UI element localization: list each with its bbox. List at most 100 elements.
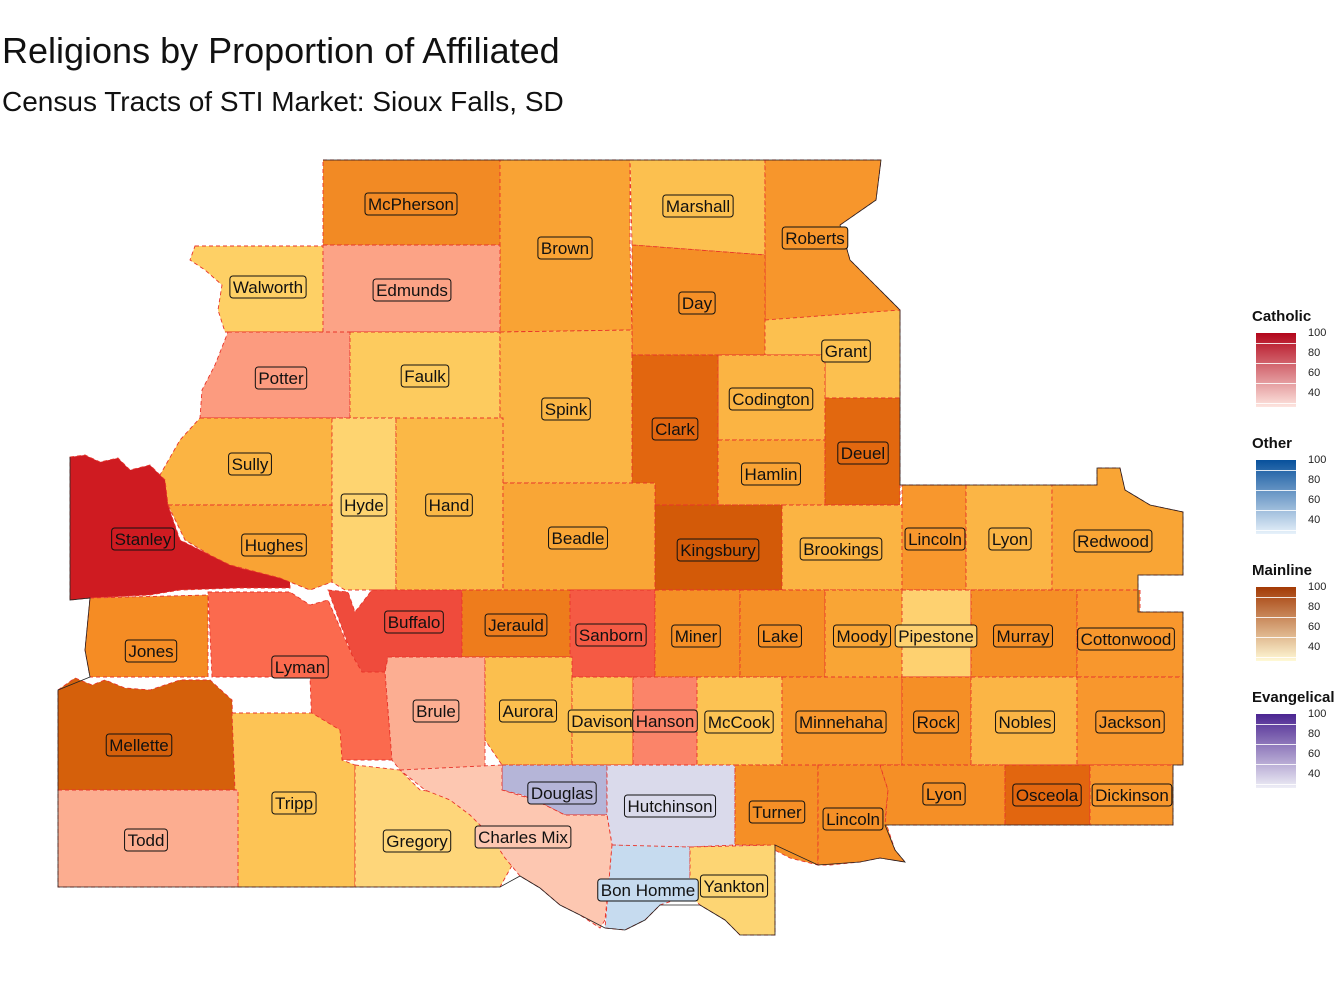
county-label-text: Jackson xyxy=(1099,713,1161,732)
county-label: Faulk xyxy=(400,364,450,388)
legend-evangelical: Evangelical 100 80 60 40 xyxy=(1252,689,1344,792)
legend-mainline: Mainline 100 80 60 40 xyxy=(1252,562,1344,665)
county-label: Sully xyxy=(228,452,272,476)
label-box xyxy=(412,699,460,723)
label-box xyxy=(651,417,699,441)
legend-tick: 60 xyxy=(1308,494,1321,506)
county-label: Hyde xyxy=(340,493,388,517)
legend-title: Other xyxy=(1252,435,1293,452)
legend-tick: 100 xyxy=(1308,708,1327,720)
label-box xyxy=(832,624,892,648)
label-box xyxy=(837,441,889,465)
county-label-text: Mellette xyxy=(109,736,169,755)
label-box xyxy=(822,807,884,831)
label-box xyxy=(548,526,608,550)
legend-tick: 80 xyxy=(1308,474,1321,486)
county-label: Clark xyxy=(651,417,699,441)
county-label: Hanson xyxy=(632,709,698,733)
label-box xyxy=(795,710,887,734)
county-label-text: Brookings xyxy=(803,540,879,559)
county-label-text: Aurora xyxy=(502,702,554,721)
label-box xyxy=(527,781,597,805)
legend-other: Other 100 80 60 40 xyxy=(1252,435,1344,538)
county-label-text: Nobles xyxy=(999,713,1052,732)
county-label: Cottonwood xyxy=(1077,627,1175,651)
county-label-text: Cottonwood xyxy=(1081,630,1172,649)
county-label: Douglas xyxy=(527,781,597,805)
county-label-text: Dickinson xyxy=(1095,786,1169,805)
label-box xyxy=(699,874,769,898)
legend-tick: 40 xyxy=(1308,514,1321,526)
label-box xyxy=(254,366,308,390)
county-label-text: Hanson xyxy=(636,712,695,731)
county-label-text: Murray xyxy=(997,627,1050,646)
county-label: Walworth xyxy=(229,275,307,299)
label-box xyxy=(894,624,978,648)
label-box xyxy=(228,452,272,476)
county-label-text: McCook xyxy=(708,713,771,732)
county-label: Nobles xyxy=(995,710,1055,734)
label-box xyxy=(678,291,716,315)
county-label: Mellette xyxy=(105,733,173,757)
county-label: Moody xyxy=(832,624,892,648)
county-label: Lincoln xyxy=(822,807,884,831)
legend-colorbar xyxy=(1256,587,1296,661)
label-box xyxy=(241,533,307,557)
county-label: Hand xyxy=(425,493,473,517)
county-label-text: Marshall xyxy=(666,197,730,216)
county-label: Dickinson xyxy=(1091,783,1173,807)
label-box xyxy=(758,624,802,648)
legend-tick: 100 xyxy=(1308,454,1327,466)
county-label: Davison xyxy=(567,709,637,733)
county-label: Minnehaha xyxy=(795,710,887,734)
county-label-text: Stanley xyxy=(115,530,172,549)
label-box xyxy=(597,878,699,902)
chart-subtitle: Census Tracts of STI Market: Sioux Falls… xyxy=(2,86,564,117)
county-label: Rock xyxy=(913,710,959,734)
county-label-text: Edmunds xyxy=(376,281,448,300)
county-label: Hughes xyxy=(241,533,307,557)
county-label: Turner xyxy=(748,800,806,824)
county-label: Kingsbury xyxy=(676,538,760,562)
county-shapes xyxy=(57,159,1184,936)
county-label: Spink xyxy=(541,397,591,421)
county-label-text: Lyman xyxy=(275,658,325,677)
county-label-text: Day xyxy=(682,294,713,313)
county-label-text: Todd xyxy=(128,831,165,850)
label-box xyxy=(372,278,452,302)
county-label-text: Codington xyxy=(732,390,810,409)
county-label-text: Lincoln xyxy=(826,810,880,829)
label-box xyxy=(340,493,388,517)
label-box xyxy=(229,275,307,299)
county-label: Jackson xyxy=(1095,710,1165,734)
label-box xyxy=(105,733,173,757)
county-label-text: Buffalo xyxy=(388,613,441,632)
label-box xyxy=(913,710,959,734)
label-box xyxy=(671,624,721,648)
label-box xyxy=(995,710,1055,734)
legend-tick: 80 xyxy=(1308,347,1321,359)
county-label-text: Redwood xyxy=(1077,532,1149,551)
legend-title: Mainline xyxy=(1252,562,1313,579)
county-label-text: Jerauld xyxy=(488,616,544,635)
county-label: Osceola xyxy=(1012,783,1082,807)
county-label-text: Tripp xyxy=(275,794,313,813)
county-label-text: Miner xyxy=(675,627,718,646)
county-label: Roberts xyxy=(781,226,849,250)
county-label-text: Roberts xyxy=(785,229,845,248)
county-label: Pipestone xyxy=(894,624,978,648)
county-label: Aurora xyxy=(498,699,558,723)
county-label-text: Sanborn xyxy=(579,626,643,645)
county-label-text: Hutchinson xyxy=(627,797,712,816)
label-box xyxy=(271,791,317,815)
label-box xyxy=(124,639,178,663)
county-label-text: Walworth xyxy=(233,278,303,297)
legend-tick: 60 xyxy=(1308,748,1321,760)
county-label: Gregory xyxy=(382,829,452,853)
label-box xyxy=(271,655,329,679)
county-label-text: Charles Mix xyxy=(478,828,568,847)
legend-title: Catholic xyxy=(1252,308,1312,325)
county-label: Deuel xyxy=(837,441,889,465)
label-box xyxy=(537,236,593,260)
